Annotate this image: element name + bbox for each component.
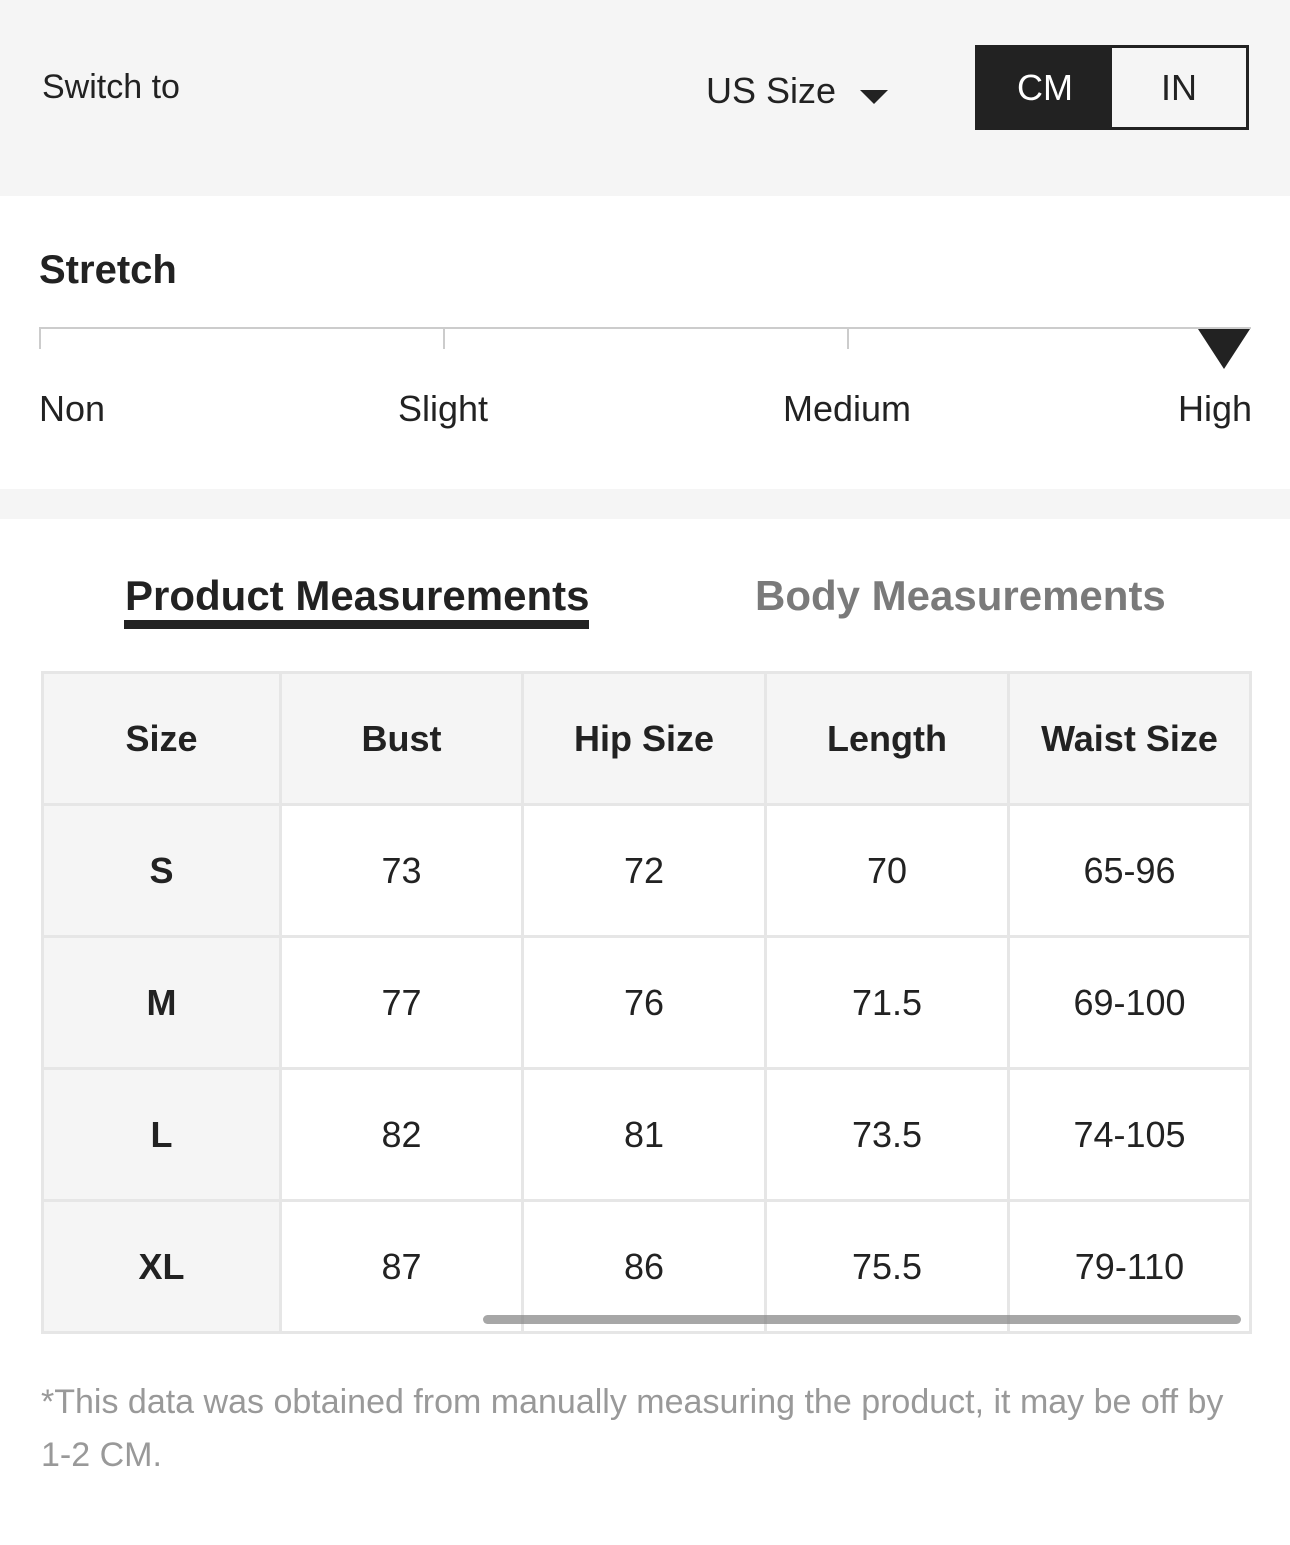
stretch-tick (443, 327, 445, 349)
switch-to-label: Switch to (42, 68, 180, 106)
cell-bust: 87 (279, 1199, 524, 1334)
stretch-tick (39, 327, 41, 349)
stretch-tick (847, 327, 849, 349)
cell-hip: 81 (521, 1067, 767, 1202)
cell-bust: 77 (279, 935, 524, 1070)
cell-hip: 86 (521, 1199, 767, 1334)
table-row: S 73 72 70 65-96 (41, 803, 1252, 938)
cell-length: 71.5 (764, 935, 1010, 1070)
caret-down-icon (860, 90, 889, 104)
stretch-level-slight: Slight (398, 388, 489, 429)
unit-toggle: CM IN (975, 45, 1249, 130)
size-table: Size Bust Hip Size Length Waist Size S 7… (41, 671, 1252, 1334)
header-bust: Bust (279, 671, 524, 806)
cell-bust: 82 (279, 1067, 524, 1202)
size-system-value: US Size (706, 70, 837, 111)
header-hip-size: Hip Size (521, 671, 767, 806)
cell-length: 75.5 (764, 1199, 1010, 1334)
header-waist-size: Waist Size (1007, 671, 1252, 806)
table-row: XL 87 86 75.5 79-110 (41, 1199, 1252, 1334)
tab-product-measurements[interactable]: Product Measurements (125, 572, 590, 619)
cell-hip: 76 (521, 935, 767, 1070)
cell-size: L (41, 1067, 282, 1202)
unit-cm-button[interactable]: CM (978, 48, 1112, 127)
header-size: Size (41, 671, 282, 806)
table-row: L 82 81 73.5 74-105 (41, 1067, 1252, 1202)
cell-size: XL (41, 1199, 282, 1334)
stretch-marker-icon (1198, 329, 1250, 369)
table-header-row: Size Bust Hip Size Length Waist Size (41, 671, 1252, 806)
section-divider (0, 489, 1290, 519)
active-tab-underline (124, 620, 589, 629)
table-row: M 77 76 71.5 69-100 (41, 935, 1252, 1070)
stretch-scale (39, 327, 1251, 329)
cell-waist: 69-100 (1007, 935, 1252, 1070)
cell-waist: 79-110 (1007, 1199, 1252, 1334)
cell-length: 73.5 (764, 1067, 1010, 1202)
cell-hip: 72 (521, 803, 767, 938)
cell-length: 70 (764, 803, 1010, 938)
stretch-title: Stretch (39, 248, 177, 292)
stretch-level-high: High (1178, 388, 1253, 429)
size-system-dropdown[interactable]: US Size (706, 70, 889, 112)
cell-size: S (41, 803, 282, 938)
cell-bust: 73 (279, 803, 524, 938)
stretch-level-medium: Medium (783, 388, 912, 429)
stretch-level-non: Non (39, 388, 106, 429)
table-horizontal-scrollbar[interactable] (483, 1315, 1241, 1324)
tab-body-measurements[interactable]: Body Measurements (755, 572, 1166, 619)
header-length: Length (764, 671, 1010, 806)
unit-in-button[interactable]: IN (1161, 66, 1197, 108)
measurement-note: *This data was obtained from manually me… (41, 1383, 1224, 1474)
cell-waist: 74-105 (1007, 1067, 1252, 1202)
cell-waist: 65-96 (1007, 803, 1252, 938)
cell-size: M (41, 935, 282, 1070)
